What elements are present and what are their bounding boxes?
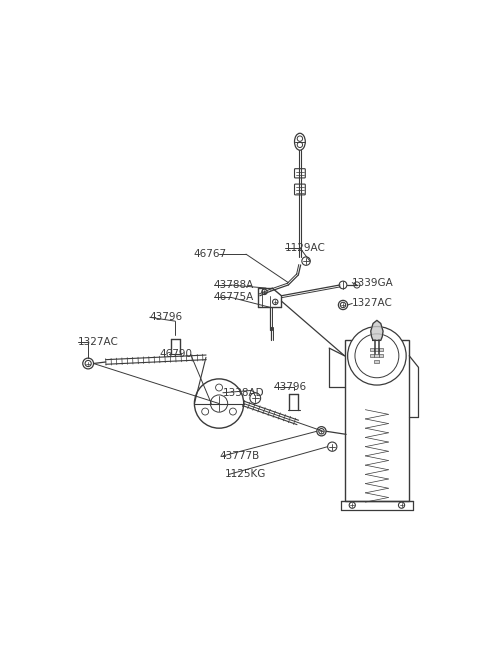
Circle shape <box>297 142 302 147</box>
Text: 43788A: 43788A <box>214 280 254 290</box>
Text: 1339GA: 1339GA <box>352 278 394 288</box>
Circle shape <box>83 358 94 369</box>
Text: 46775A: 46775A <box>214 292 254 302</box>
Circle shape <box>273 299 278 305</box>
Text: 1327AC: 1327AC <box>352 299 393 309</box>
Circle shape <box>355 334 399 378</box>
Text: 43796: 43796 <box>274 382 307 392</box>
FancyBboxPatch shape <box>370 354 374 357</box>
FancyBboxPatch shape <box>374 354 379 357</box>
FancyBboxPatch shape <box>295 184 305 195</box>
Text: 43796: 43796 <box>150 312 183 322</box>
Circle shape <box>210 395 228 412</box>
Circle shape <box>229 408 236 415</box>
Circle shape <box>85 360 91 367</box>
Text: 1327AC: 1327AC <box>78 337 119 347</box>
Text: 46767: 46767 <box>193 249 227 259</box>
Text: 1125KG: 1125KG <box>225 470 266 479</box>
Circle shape <box>348 327 406 385</box>
Circle shape <box>216 384 223 391</box>
Circle shape <box>339 281 347 289</box>
Circle shape <box>202 408 209 415</box>
FancyBboxPatch shape <box>379 354 384 357</box>
Text: 1338AD: 1338AD <box>223 388 264 398</box>
Text: 43777B: 43777B <box>219 451 259 461</box>
Text: 46790: 46790 <box>160 349 193 359</box>
Circle shape <box>349 502 355 508</box>
Circle shape <box>250 393 261 403</box>
Circle shape <box>319 428 324 434</box>
Circle shape <box>317 426 326 436</box>
Text: 1129AC: 1129AC <box>285 243 325 253</box>
FancyBboxPatch shape <box>374 360 379 364</box>
FancyBboxPatch shape <box>370 348 374 351</box>
FancyBboxPatch shape <box>379 348 384 351</box>
Circle shape <box>262 290 267 295</box>
Ellipse shape <box>295 133 305 150</box>
Circle shape <box>328 442 337 451</box>
FancyBboxPatch shape <box>374 348 379 351</box>
Circle shape <box>302 257 310 265</box>
Circle shape <box>340 303 346 308</box>
Circle shape <box>194 379 244 428</box>
Polygon shape <box>371 320 383 341</box>
Circle shape <box>338 301 348 310</box>
Circle shape <box>297 136 302 141</box>
Circle shape <box>398 502 405 508</box>
FancyBboxPatch shape <box>295 169 305 178</box>
FancyBboxPatch shape <box>345 341 409 500</box>
Circle shape <box>354 282 360 288</box>
